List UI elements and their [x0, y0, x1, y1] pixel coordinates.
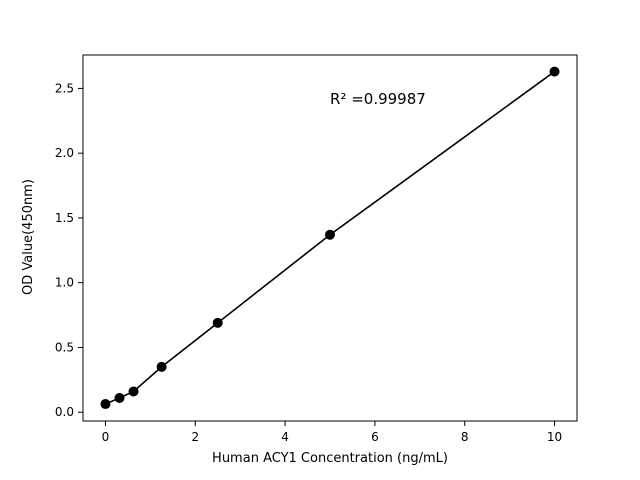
y-tick-label: 0.5: [55, 340, 74, 354]
data-point: [549, 66, 560, 77]
data-point: [100, 399, 111, 410]
x-axis-label: Human ACY1 Concentration (ng/mL): [212, 451, 448, 466]
data-point: [325, 229, 335, 240]
data-point: [212, 317, 223, 328]
plot-border: [82, 54, 578, 422]
data-point: [114, 392, 125, 403]
data-point: [156, 361, 167, 372]
r-squared-annotation: R² =0.99987: [330, 90, 426, 108]
y-tick-label: 1.5: [55, 211, 74, 225]
y-tick-label: 2.0: [55, 146, 74, 160]
y-tick-label: 1.0: [55, 276, 74, 290]
data-point: [128, 386, 139, 397]
x-tick-label: 10: [547, 430, 562, 444]
x-tick-label: 0: [102, 430, 110, 444]
y-tick-label: 0.0: [55, 405, 74, 419]
y-tick-label: 2.5: [55, 81, 74, 95]
x-tick-label: 8: [461, 430, 469, 444]
x-tick-label: 2: [191, 430, 199, 444]
x-tick-label: 4: [281, 430, 289, 444]
x-tick-label: 6: [371, 430, 379, 444]
y-axis-label: OD Value(450nm): [21, 179, 36, 295]
